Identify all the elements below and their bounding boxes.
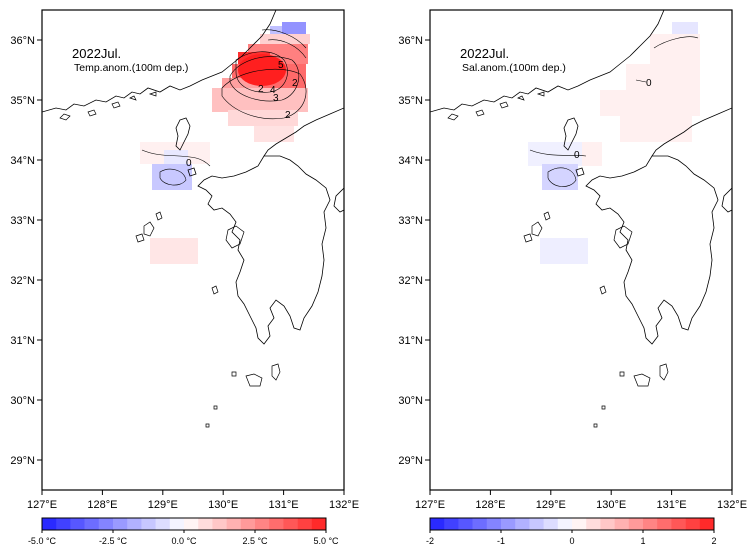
colorbar-label: 1 [640,536,645,546]
left-panel-title: 2022Jul. [72,46,121,61]
colorbar-cell [198,518,213,530]
right-axes: 127°E 128°E 129°E 130°E 131°E 132°E 36°N 35°N 34… [398,35,747,511]
lon-tick-label: 128°E [87,499,117,511]
lat-tick-label: 30°N [10,395,35,407]
temperature-colorbar: -5.0 °C -2.5 °C 0.0 °C 2.5 °C 5.0 °C [28,517,339,546]
right-map-frame [429,9,733,491]
lat-tick-label: 32°N [10,275,35,287]
colorbar-cell [685,518,701,530]
lat-tick-label: 30°N [398,395,423,407]
colorbar-cell [212,518,227,530]
lon-tick-label: 131°E [269,499,299,511]
lat-tick-label: 31°N [398,335,423,347]
colorbar-label: -2.5 °C [99,536,128,546]
contour-label: 0 [186,158,192,169]
colorbar-cell [430,518,445,530]
contour-label: 5 [278,60,284,71]
colorbar-cell [472,518,488,530]
colorbar-cell [444,518,459,530]
lon-tick-label: 128°E [475,499,505,511]
contour-label: 3 [273,93,279,104]
lat-tick-label: 33°N [398,215,423,227]
lat-tick-label: 36°N [398,35,423,47]
colorbar-cell [643,518,658,530]
right-panel-title: 2022Jul. [460,46,509,61]
colorbar-cell [586,518,601,530]
colorbar-cell [628,518,644,530]
colorbar-cell [42,518,57,530]
contour-label: 0 [646,78,652,89]
colorbar-cell [657,518,672,530]
lat-tick-label: 32°N [398,275,423,287]
colorbar-cell [255,518,270,530]
lat-tick-label: 35°N [398,95,423,107]
colorbar-cell [56,518,71,530]
colorbar-cell [557,518,573,530]
contour-label: 2 [258,84,264,95]
colorbar-label: 5.0 °C [313,536,339,546]
salinity-colorbar: -2 -1 0 1 2 [426,517,717,546]
colorbar-cell [240,518,256,530]
colorbar-cell [70,518,85,530]
lat-tick-label: 29°N [10,455,35,467]
colorbar-cell [501,518,516,530]
lat-tick-label: 36°N [10,35,35,47]
contour-label: 2 [292,78,298,89]
colorbar-cell [226,518,242,530]
colorbar-cell [311,518,327,530]
lat-tick-label: 29°N [398,455,423,467]
colorbar-cell [529,518,544,530]
colorbar-cell [543,518,559,530]
colorbar-label: 2 [711,536,716,546]
lat-tick-label: 34°N [398,155,423,167]
colorbar-cell [113,518,128,530]
colorbar-label: 2.5 °C [242,536,268,546]
colorbar-cell [141,518,156,530]
lon-tick-label: 130°E [596,499,626,511]
contour-label: 4 [270,85,276,96]
contour-label: 2 [285,110,291,121]
colorbar-cell [486,518,502,530]
colorbar-label: -2 [426,536,434,546]
colorbar-cell [671,518,686,530]
lon-tick-label: 132°E [329,499,359,511]
colorbar-cell [572,518,587,530]
colorbar-label: -5.0 °C [28,536,57,546]
lon-tick-label: 127°E [415,499,445,511]
colorbar-label: 0 [569,536,574,546]
colorbar-cell [127,518,142,530]
colorbar-label: 0.0 °C [171,536,197,546]
contour-label: 0 [574,150,580,161]
colorbar-cell [699,518,715,530]
left-axes: 127°E 128°E 129°E 130°E 131°E 132°E 36°N 35°N 34… [10,35,359,511]
colorbar-cell [614,518,630,530]
left-map-frame [41,9,345,491]
colorbar-cell [98,518,114,530]
lat-tick-label: 33°N [10,215,35,227]
colorbar-cell [297,518,313,530]
lon-tick-label: 130°E [208,499,238,511]
lon-tick-label: 129°E [148,499,178,511]
lat-tick-label: 31°N [10,335,35,347]
colorbar-cell [458,518,473,530]
colorbar-label: -1 [497,536,505,546]
colorbar-cell [600,518,615,530]
lon-tick-label: 132°E [717,499,747,511]
colorbar-cell [269,518,284,530]
left-panel-subtitle: Temp.anom.(100m dep.) [74,62,188,74]
lon-tick-label: 131°E [657,499,687,511]
colorbar-cell [84,518,100,530]
colorbar-cell [155,518,171,530]
colorbar-cell [169,518,185,530]
lat-tick-label: 34°N [10,155,35,167]
lon-tick-label: 129°E [536,499,566,511]
colorbar-cell [184,518,199,530]
colorbar-cell [283,518,298,530]
right-panel-subtitle: Sal.anom.(100m dep.) [462,62,566,74]
lat-tick-label: 35°N [10,95,35,107]
lon-tick-label: 127°E [27,499,57,511]
colorbar-cell [515,518,530,530]
